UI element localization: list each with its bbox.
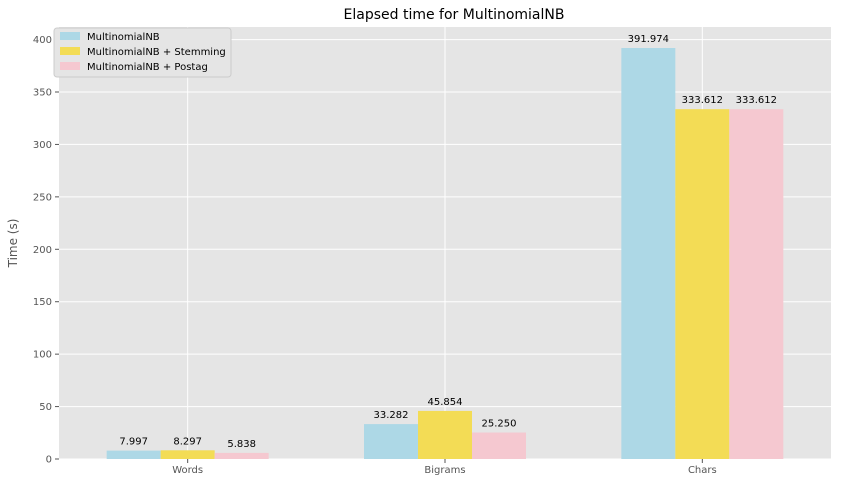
bar [418, 410, 472, 459]
y-tick-label: 250 [33, 192, 52, 203]
y-tick-label: 100 [33, 350, 52, 361]
data-label: 25.250 [482, 419, 517, 430]
legend-swatch [60, 32, 80, 40]
data-label: 8.297 [173, 436, 202, 447]
y-tick-label: 50 [39, 402, 52, 413]
y-tick-label: 400 [33, 35, 52, 46]
bar [675, 109, 730, 460]
bar [364, 424, 418, 459]
y-tick-label: 300 [33, 140, 52, 151]
x-tick-label: Chars [688, 465, 717, 476]
data-label: 7.997 [119, 437, 148, 448]
legend-label: MultinomialNB + Postag [87, 62, 208, 73]
x-tick-label: Words [172, 465, 203, 476]
legend-label: MultinomialNB + Stemming [87, 47, 226, 58]
bar [621, 47, 676, 459]
legend-swatch [60, 62, 80, 70]
bar [214, 452, 269, 459]
legend-items: MultinomialNB MultinomialNB + Stemming Mul… [60, 32, 226, 73]
data-label: 333.612 [736, 95, 777, 106]
data-labels-group: 7.997 33.282 391.974 8.297 45.854 333.612 5.83… [119, 34, 777, 450]
y-tick-label: 350 [33, 88, 52, 99]
chart-title: Elapsed time for MultinomialNB [344, 7, 565, 23]
y-axis-ticks: 0 50 100 150 200 250 300 350 400 [33, 35, 59, 466]
y-tick-label: 0 [46, 455, 52, 466]
legend-label: MultinomialNB [87, 32, 160, 43]
y-axis-label: Time (s) [6, 219, 20, 269]
x-tick-label: Bigrams [424, 465, 465, 476]
legend-frame [53, 27, 232, 78]
data-label: 45.854 [428, 397, 463, 408]
legend-swatch [60, 47, 80, 55]
bar [472, 432, 526, 459]
data-label: 391.974 [628, 34, 669, 45]
y-tick-label: 150 [33, 297, 52, 308]
bar [106, 450, 161, 459]
data-label: 5.838 [227, 439, 256, 450]
data-label: 333.612 [682, 95, 723, 106]
y-tick-label: 200 [33, 245, 52, 256]
bar [160, 450, 215, 459]
bars-group [106, 47, 784, 460]
x-axis-ticks: Words Bigrams Chars [172, 459, 717, 476]
bar [729, 109, 784, 460]
data-label: 33.282 [374, 410, 409, 421]
legend: MultinomialNB MultinomialNB + Stemming Mul… [53, 27, 232, 78]
